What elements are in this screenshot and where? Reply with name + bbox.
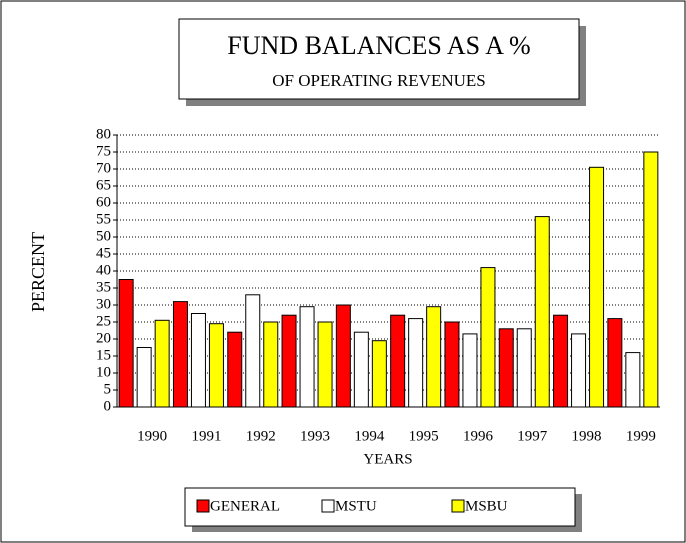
legend-swatch [196,499,210,513]
x-tick-label: 1993 [300,428,330,444]
bar [190,313,206,408]
bar [607,318,623,408]
y-tick-label: 20 [96,330,111,346]
title-box [178,18,580,100]
legend-label: GENERAL [210,498,280,514]
y-tick-label: 15 [96,347,111,363]
bar [118,279,134,408]
x-tick-label: 1992 [246,428,276,444]
x-tick-label: 1994 [354,428,385,444]
y-tick-label: 70 [96,160,111,176]
y-tick-label: 75 [96,143,111,159]
x-tick-label: 1999 [626,428,656,444]
y-tick-label: 5 [104,381,112,397]
bar [625,352,641,408]
x-tick-label: 1991 [191,428,221,444]
bar [227,331,243,408]
bar [245,294,261,408]
bar [353,331,369,408]
bar [263,321,279,408]
bar [371,340,387,408]
y-tick-label: 80 [96,126,111,142]
y-tick-label: 25 [96,313,111,329]
x-tick-label: 1998 [572,428,602,444]
legend-label: MSTU [335,498,377,514]
bar [208,323,224,408]
bar [154,319,170,408]
y-tick-label: 35 [96,279,111,295]
y-tick-label: 10 [96,364,111,380]
y-tick-label: 55 [96,211,111,227]
bar [444,321,460,408]
y-tick-label: 30 [96,296,111,312]
bar [299,306,315,408]
bar [136,347,152,408]
bar [571,333,587,408]
legend-swatch [321,499,335,513]
bar [462,333,478,408]
x-tick-label: 1995 [409,428,439,444]
chart-title: FUND BALANCES AS A % [227,31,530,60]
y-tick-label: 60 [96,194,111,210]
bar [589,166,605,408]
legend-label: MSBU [465,498,508,514]
bar [643,151,659,408]
bar [498,328,514,408]
x-axis-label: YEARS [363,451,412,467]
chart-subtitle: OF OPERATING REVENUES [272,71,485,90]
bar [426,306,442,408]
bar [335,304,351,408]
bar [281,314,297,408]
bar [516,328,532,408]
bar [534,216,550,408]
bar [317,321,333,408]
y-tick-label: 65 [96,177,111,193]
bar [408,318,424,408]
legend-box [184,487,576,527]
bar [390,314,406,408]
y-tick-label: 45 [96,245,111,261]
legend-swatch [451,499,465,513]
y-tick-label: 0 [104,398,112,414]
bar [172,301,188,408]
y-tick-label: 40 [96,262,111,278]
x-tick-label: 1996 [463,428,494,444]
x-tick-label: 1990 [137,428,167,444]
y-axis-label: PERCENT [28,232,48,312]
y-tick-label: 50 [96,228,111,244]
x-tick-label: 1997 [517,428,548,444]
bar [553,314,569,408]
bar [480,267,496,408]
